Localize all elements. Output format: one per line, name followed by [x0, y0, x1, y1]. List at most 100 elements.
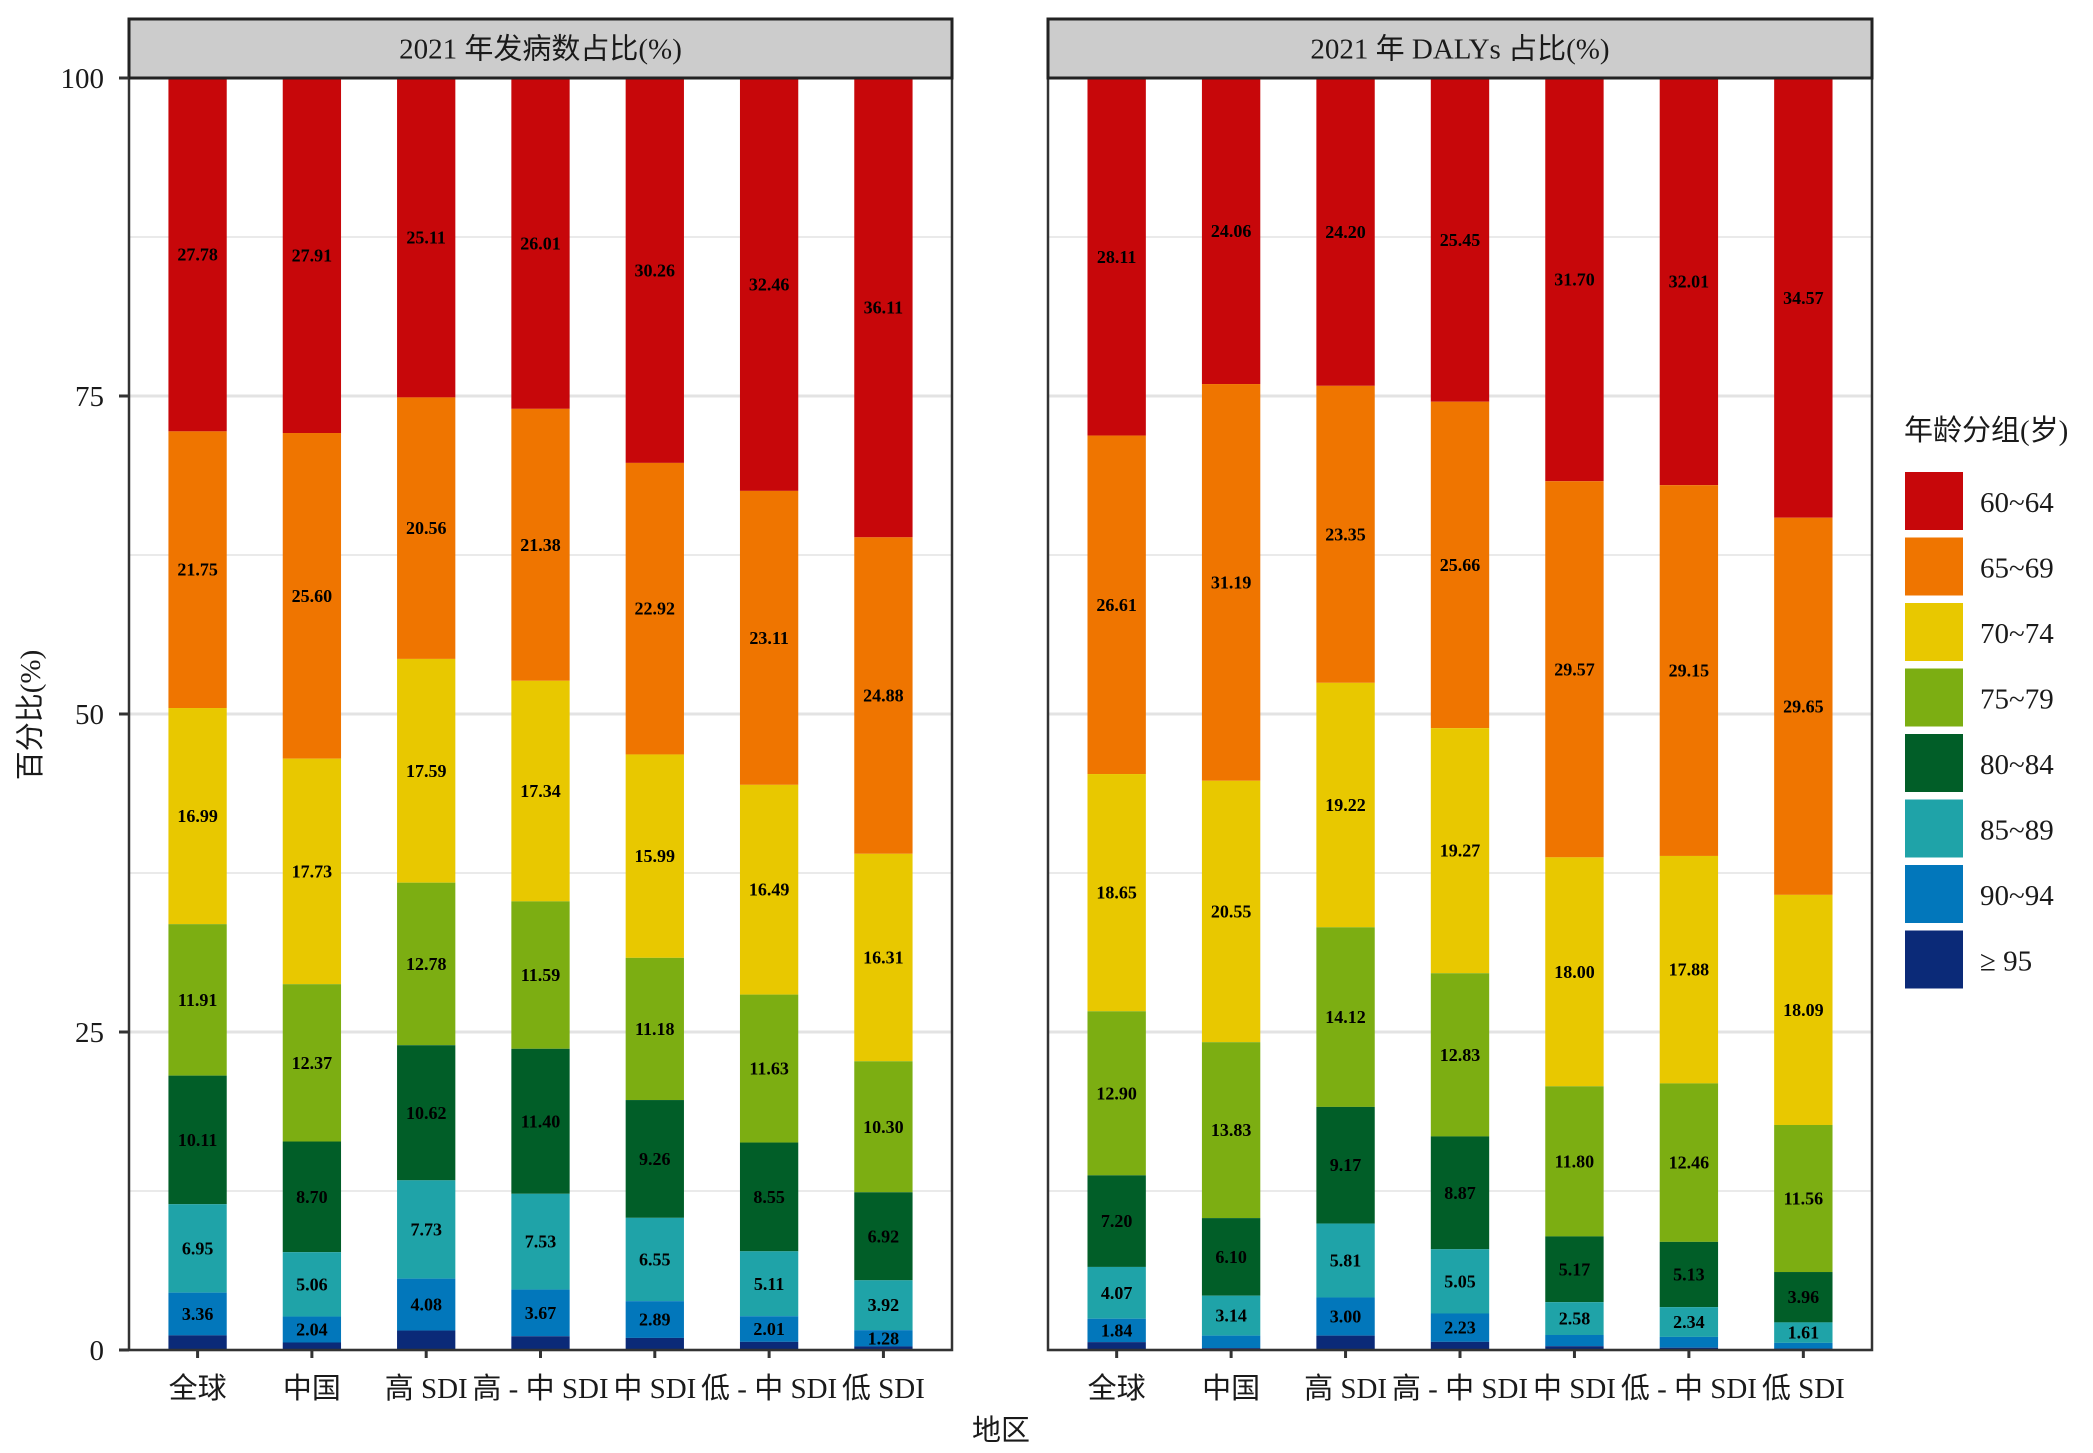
- bar-segment: [1087, 78, 1146, 436]
- bar-segment: [1430, 728, 1490, 974]
- bar-segment: [1774, 1342, 1833, 1349]
- bar-segment: [1774, 894, 1833, 1125]
- data-label: 17.73: [292, 861, 333, 881]
- data-label: 3.92: [868, 1295, 900, 1315]
- bar-segment: [397, 1330, 456, 1350]
- bar-segment: [1774, 78, 1833, 518]
- bar-segment: [168, 431, 227, 709]
- legend-label: 90~94: [1980, 880, 2054, 912]
- bar-segment: [739, 1142, 799, 1252]
- data-label: 3.00: [1330, 1307, 1362, 1327]
- bar-segment: [1545, 1086, 1604, 1237]
- bar-segment: [1659, 855, 1719, 1084]
- x-tick-label: 高 SDI: [385, 1372, 468, 1405]
- x-tick-label: 低 - 中 SDI: [1621, 1372, 1757, 1405]
- bar-segment: [739, 784, 799, 995]
- bar-segment: [1087, 1175, 1146, 1267]
- data-label: 12.78: [406, 954, 447, 974]
- bar-segment: [282, 758, 342, 985]
- data-label: 11.80: [1555, 1151, 1595, 1171]
- y-tick-label: 0: [90, 1335, 105, 1367]
- bar-segment: [739, 1251, 799, 1317]
- bar-segment: [168, 1292, 227, 1336]
- bar-segment: [1087, 1318, 1146, 1343]
- legend-label: 80~84: [1980, 749, 2054, 781]
- data-label: 25.60: [292, 586, 333, 606]
- data-label: 3.96: [1788, 1287, 1820, 1307]
- bar-segment: [511, 1289, 570, 1337]
- bar-segment: [1201, 1335, 1261, 1349]
- x-tick-label: 高 SDI: [1304, 1372, 1387, 1405]
- y-axis: 0 25 50 75 100: [61, 63, 129, 1367]
- bar-segment: [1774, 1322, 1833, 1343]
- data-label: 22.92: [635, 599, 676, 619]
- data-label: 5.06: [296, 1274, 328, 1294]
- bar-segment: [1201, 78, 1261, 385]
- legend: 年龄分组(岁) 60~64 65~69 70~74 75~79 80~84 85~89 90…: [1903, 414, 2068, 991]
- data-label: 21.75: [177, 560, 218, 580]
- data-label: 24.88: [863, 686, 904, 706]
- bar-segment: [1774, 1272, 1833, 1323]
- bar-segment: [1316, 1335, 1375, 1350]
- data-label: 29.57: [1554, 659, 1595, 679]
- bar-segment: [1087, 1266, 1146, 1319]
- legend-key: [1903, 732, 1965, 794]
- y-tick-label: 100: [61, 63, 105, 95]
- data-label: 6.55: [639, 1249, 671, 1269]
- bar-segment: [1316, 385, 1375, 683]
- data-label: 29.65: [1783, 696, 1824, 716]
- data-label: 1.28: [868, 1328, 900, 1348]
- data-label: 10.30: [863, 1117, 904, 1137]
- data-label: 34.57: [1783, 288, 1824, 308]
- bar-segment: [854, 537, 913, 854]
- y-tick-label: 25: [75, 1017, 104, 1049]
- data-label: 2.34: [1673, 1312, 1705, 1332]
- data-label: 11.91: [178, 990, 218, 1010]
- x-tick-label: 中 SDI: [1533, 1372, 1616, 1405]
- legend-label: 75~79: [1980, 684, 2054, 716]
- x-tick-label: 中国: [1202, 1372, 1260, 1405]
- data-label: 1.61: [1788, 1323, 1820, 1343]
- data-label: 20.55: [1211, 901, 1252, 921]
- data-label: 4.08: [410, 1295, 442, 1315]
- data-label: 30.26: [635, 260, 676, 280]
- legend-key: [1903, 535, 1965, 598]
- bar-segment: [511, 680, 570, 902]
- data-label: 21.38: [520, 535, 561, 555]
- bar-segment: [1201, 1042, 1261, 1219]
- x-tick-label: 高 - 中 SDI: [1392, 1372, 1528, 1405]
- data-label: 10.62: [406, 1103, 447, 1123]
- bar-segment: [397, 1180, 456, 1279]
- data-label: 2.04: [296, 1320, 328, 1340]
- bar-segment: [1201, 1218, 1261, 1296]
- data-label: 18.00: [1554, 962, 1595, 982]
- bar-segment: [625, 462, 684, 755]
- data-label: 11.56: [1784, 1189, 1824, 1209]
- bar-segment: [1659, 1307, 1719, 1337]
- data-label: 16.31: [863, 948, 904, 968]
- bar-segment: [1545, 78, 1604, 482]
- bar-segment: [1545, 1334, 1604, 1347]
- data-label: 5.13: [1673, 1265, 1705, 1285]
- bar-segment: [397, 1045, 456, 1181]
- x-tick-label: 低 SDI: [1762, 1372, 1845, 1405]
- bar-segment: [1659, 1241, 1719, 1308]
- legend-key: [1903, 863, 1965, 925]
- bar-segment: [854, 853, 913, 1062]
- x-tick-label: 低 SDI: [842, 1372, 925, 1405]
- data-label: 17.59: [406, 761, 447, 781]
- bar-segment: [1316, 927, 1375, 1107]
- data-label: 14.12: [1325, 1007, 1366, 1027]
- panel-dalys: 28.11 26.61 18.65 12.90 7.20 4.07 1.84 全球 24.06 3…: [1046, 17, 1874, 1405]
- legend-key: [1903, 928, 1965, 991]
- data-label: 26.01: [520, 233, 561, 253]
- data-label: 26.61: [1096, 595, 1137, 615]
- data-label: 32.01: [1669, 272, 1710, 292]
- bar-segment: [511, 1336, 570, 1350]
- bar-segment: [1545, 1302, 1604, 1335]
- bar-segment: [1087, 774, 1146, 1012]
- data-label: 5.05: [1444, 1271, 1476, 1291]
- data-label: 17.34: [520, 781, 561, 801]
- data-label: 6.95: [182, 1238, 214, 1258]
